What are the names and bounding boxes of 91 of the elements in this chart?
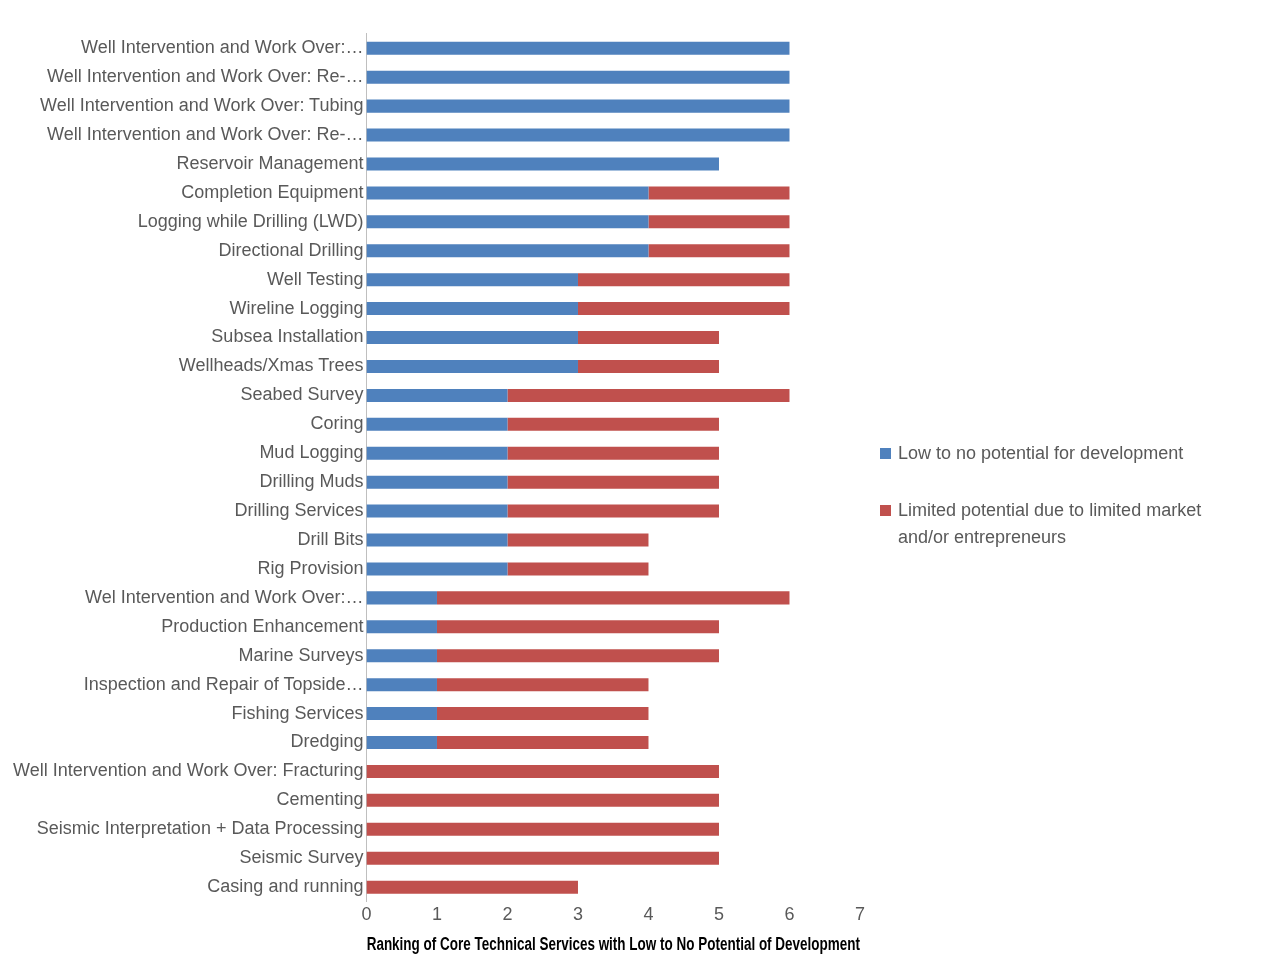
bar bbox=[507, 475, 719, 489]
x-tick-label: 7 bbox=[854, 904, 866, 925]
bar bbox=[366, 793, 719, 807]
bar bbox=[366, 359, 578, 373]
x-tick-label: 5 bbox=[713, 904, 724, 925]
bar bbox=[648, 186, 790, 200]
y-tick-label: Seabed Survey bbox=[240, 384, 364, 405]
bar bbox=[436, 678, 649, 692]
bar bbox=[366, 620, 437, 634]
bar bbox=[577, 273, 790, 287]
bar bbox=[648, 244, 790, 258]
y-tick-label: Well Testing bbox=[267, 268, 364, 289]
y-tick-label: Well Intervention and Work Over: Tubing bbox=[39, 95, 364, 116]
bar bbox=[507, 417, 719, 431]
y-tick-label: Completion Equipment bbox=[181, 181, 364, 202]
bar bbox=[366, 736, 437, 750]
y-tick-label: Logging while Drilling (LWD) bbox=[137, 210, 364, 231]
bar bbox=[366, 302, 578, 316]
y-tick-label: Well Intervention and Work Over:… bbox=[81, 37, 364, 58]
bar bbox=[366, 533, 508, 547]
bar bbox=[366, 764, 719, 778]
bar bbox=[366, 880, 578, 894]
bar bbox=[366, 273, 578, 287]
y-tick-label: Drilling Muds bbox=[259, 471, 364, 492]
y-tick-label: Wellheads/Xmas Trees bbox=[178, 355, 364, 376]
legend-label: Limited potential due to limited market and/or entrepreneurs bbox=[898, 499, 1203, 549]
y-tick-label: Fishing Services bbox=[231, 702, 364, 723]
y-tick-label: Cementing bbox=[276, 789, 364, 810]
y-tick-label: Directional Drilling bbox=[218, 239, 364, 260]
y-tick-label: Dredging bbox=[290, 731, 364, 752]
bar bbox=[436, 649, 719, 663]
bar bbox=[366, 388, 508, 402]
bar bbox=[577, 359, 719, 373]
x-axis-title: Ranking of Core Technical Services with Low to No Potential of Development bbox=[366, 932, 861, 954]
bar bbox=[366, 128, 790, 142]
bar bbox=[366, 707, 437, 721]
bar bbox=[366, 446, 508, 460]
y-tick-label: Coring bbox=[310, 413, 364, 434]
bar bbox=[366, 70, 790, 84]
y-tick-label: Reservoir Management bbox=[176, 152, 364, 173]
bar bbox=[366, 331, 578, 345]
y-tick-label: Wireline Logging bbox=[229, 297, 364, 318]
y-tick-label: Drill Bits bbox=[297, 528, 364, 549]
bar bbox=[436, 736, 649, 750]
bar bbox=[366, 157, 719, 171]
bar bbox=[366, 41, 790, 55]
x-tick-label: 1 bbox=[431, 904, 442, 925]
y-tick-label: Mud Logging bbox=[259, 442, 364, 463]
y-tick-label: Production Enhancement bbox=[161, 615, 364, 636]
bar bbox=[507, 388, 790, 402]
legend-label: Low to no potential for development bbox=[898, 442, 1184, 465]
bar bbox=[366, 562, 508, 576]
y-tick-label: Well Intervention and Work Over: Fracturing bbox=[12, 760, 364, 781]
y-tick-label: Inspection and Repair of Topside… bbox=[83, 673, 364, 694]
bar bbox=[577, 331, 719, 345]
y-tick-label: Subsea Installation bbox=[211, 326, 364, 347]
bar bbox=[507, 504, 719, 518]
y-tick-label: Well Intervention and Work Over: Re-… bbox=[47, 124, 364, 145]
bar bbox=[577, 302, 790, 316]
bar bbox=[436, 620, 719, 634]
bar bbox=[648, 215, 790, 229]
y-tick-label: Rig Provision bbox=[257, 557, 364, 578]
bar bbox=[366, 244, 649, 258]
bar bbox=[366, 649, 437, 663]
bar bbox=[366, 504, 508, 518]
x-tick-label: 0 bbox=[361, 904, 372, 925]
bar bbox=[366, 822, 719, 836]
bar bbox=[366, 678, 437, 692]
bar bbox=[366, 215, 649, 229]
bar bbox=[366, 417, 508, 431]
x-tick-label: 6 bbox=[784, 904, 795, 925]
bar bbox=[366, 591, 437, 605]
y-tick-label: Seismic Interpretation + Data Processing bbox=[36, 818, 364, 839]
x-tick-label: 2 bbox=[502, 904, 513, 925]
bar bbox=[366, 186, 649, 200]
bar bbox=[366, 851, 719, 865]
y-tick-label: Seismic Survey bbox=[239, 847, 364, 868]
bar bbox=[507, 533, 649, 547]
y-tick-label: Marine Surveys bbox=[238, 644, 364, 665]
y-tick-label: Drilling Services bbox=[234, 500, 364, 521]
x-tick-label: 4 bbox=[643, 904, 654, 925]
y-tick-label: Casing and running bbox=[207, 876, 364, 897]
bar bbox=[366, 99, 790, 113]
bar bbox=[366, 475, 508, 489]
x-tick-label: 3 bbox=[572, 904, 583, 925]
bar bbox=[436, 591, 790, 605]
y-tick-label: Wel Intervention and Work Over:… bbox=[85, 586, 364, 607]
y-tick-label: Well Intervention and Work Over: Re-… bbox=[47, 66, 364, 87]
bar bbox=[436, 707, 649, 721]
bar bbox=[507, 446, 719, 460]
bar bbox=[507, 562, 649, 576]
